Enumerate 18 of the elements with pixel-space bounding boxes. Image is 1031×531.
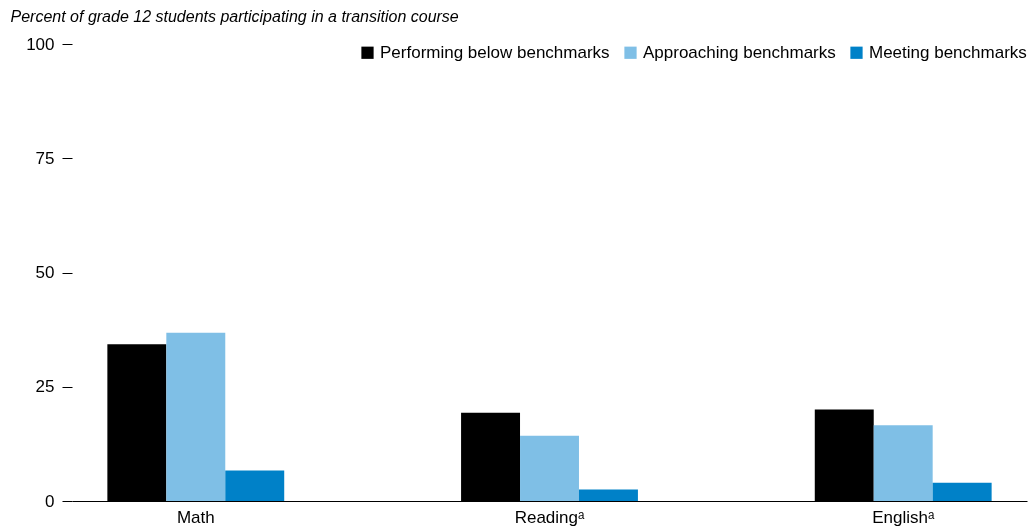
y-axis-title: Percent of grade 12 students participating in a transition course xyxy=(10,7,459,25)
bar xyxy=(520,435,579,501)
y-tick-label: 100 xyxy=(26,34,55,54)
bar xyxy=(225,470,285,501)
x-tick-label: Readingᵃ xyxy=(514,507,585,527)
y-tick-label: 0 xyxy=(45,491,55,511)
legend-label: Approaching benchmarks xyxy=(643,42,836,62)
legend-label: Performing below benchmarks xyxy=(380,42,610,62)
y-tick-label: 25 xyxy=(35,377,55,397)
y-tick-label: 75 xyxy=(35,148,55,168)
bar xyxy=(578,489,638,501)
x-tick-label: Math xyxy=(176,507,215,527)
bar xyxy=(873,425,933,501)
legend-label: Meeting benchmarks xyxy=(869,42,1027,62)
bar xyxy=(932,482,992,501)
bar xyxy=(166,332,226,501)
y-tick-label: 50 xyxy=(35,263,55,282)
x-tick-label: Englishᵃ xyxy=(872,507,935,527)
